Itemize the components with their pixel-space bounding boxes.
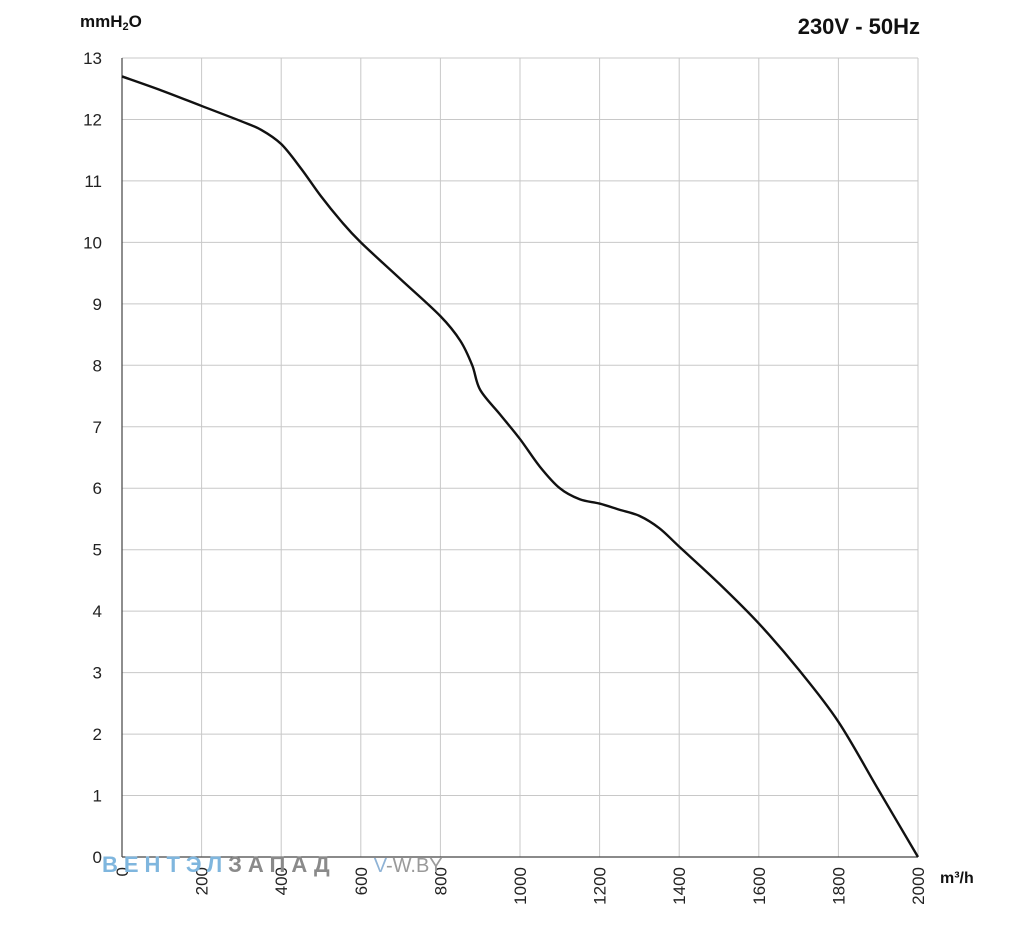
watermark-part2: ЗАПАД [228,852,336,877]
performance-curve [121,75,920,858]
watermark-part1: ВЕНТЭЛ [102,852,229,877]
y-tick-label: 6 [93,479,102,498]
y-unit-sub: 2 [122,21,129,33]
y-tick-label: 9 [93,295,102,314]
y-tick-label: 13 [83,49,102,68]
y-unit-main: mmH [80,12,123,31]
x-tick-label: 200 [193,867,212,895]
chart-title: 230V - 50Hz [797,14,920,39]
x-tick-label: 0 [113,867,132,876]
x-tick-label: 600 [352,867,371,895]
y-tick-label: 3 [93,664,102,683]
y-unit-tail: O [128,12,142,31]
y-tick-label: 1 [93,787,102,806]
watermark-part4: -W.BY [385,855,443,877]
x-tick-label: 2000 [909,867,928,905]
x-tick-label: 1400 [670,867,689,905]
x-tick-label: 1600 [750,867,769,905]
y-axis-unit: mmH2O [80,12,142,33]
x-tick-label: 1200 [591,867,610,905]
x-axis-unit: m³/h [940,870,974,887]
y-tick-label: 11 [84,172,102,191]
x-tick-label: 1800 [829,867,848,905]
x-tick-label: 800 [431,867,450,895]
x-tick-labels: 0 200 400 600 800 1000 1200 1400 1600 1800 2000 [113,867,928,905]
grid [121,57,919,858]
watermark: ВЕНТЭЛЗАПАД V-W.BY [102,852,443,878]
y-tick-label: 7 [93,418,102,437]
y-tick-label: 4 [93,602,102,621]
y-tick-label: 2 [93,725,102,744]
watermark-part3: V [373,855,386,877]
x-tick-label: 400 [272,867,291,895]
x-tick-label: 1000 [511,867,530,905]
y-tick-label: 12 [83,110,102,129]
y-tick-label: 0 [93,848,102,867]
y-tick-label: 8 [93,356,102,375]
series-line [121,75,920,858]
y-tick-label: 5 [93,541,102,560]
y-tick-label: 10 [83,233,102,252]
